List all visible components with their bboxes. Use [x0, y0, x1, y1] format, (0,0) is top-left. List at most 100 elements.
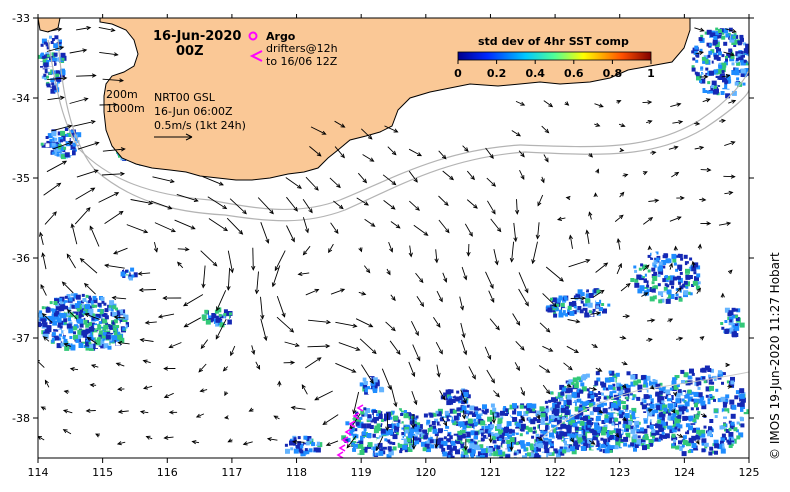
- sst-pixel: [653, 264, 657, 268]
- current-vector: [116, 362, 125, 367]
- sst-pixel: [700, 400, 706, 406]
- current-vector-head: [40, 406, 46, 411]
- sst-pixel: [363, 428, 367, 432]
- sst-pixel: [492, 439, 497, 444]
- current-vector-head: [520, 391, 525, 397]
- sst-pixel: [702, 74, 705, 78]
- sst-pixel: [721, 381, 724, 385]
- sst-pixel: [663, 286, 668, 291]
- sst-pixel: [632, 422, 636, 426]
- current-vector: [412, 344, 421, 361]
- sst-pixel: [515, 422, 521, 428]
- sst-pixel: [648, 394, 652, 398]
- x-tick-label: 121: [480, 466, 501, 479]
- sst-pixel: [602, 387, 606, 391]
- current-vector-head: [490, 297, 495, 303]
- sst-pixel: [524, 425, 529, 430]
- sst-pixel: [697, 411, 701, 415]
- sst-pixel: [710, 368, 714, 373]
- sst-pixel: [470, 435, 474, 439]
- current-vector-head: [85, 408, 91, 413]
- sst-pixel: [735, 317, 740, 321]
- current-vector: [184, 317, 202, 328]
- sst-pixel: [40, 318, 44, 322]
- current-vector-head: [674, 171, 680, 177]
- sst-pixel: [51, 332, 56, 337]
- sst-pixel: [70, 144, 76, 150]
- sst-pixel: [91, 304, 95, 308]
- sst-pixel: [660, 298, 665, 303]
- current-vector-head: [595, 122, 601, 127]
- sst-pixel: [42, 68, 48, 74]
- sst-pixel: [380, 428, 386, 434]
- sst-pixel: [540, 421, 546, 427]
- sst-pixel: [735, 59, 739, 63]
- sst-pixel: [132, 272, 138, 278]
- sst-pixel: [536, 412, 541, 417]
- sst-pixel: [571, 402, 576, 407]
- sst-pixel: [358, 421, 364, 427]
- y-tick-label: -38: [12, 412, 30, 425]
- current-vector: [567, 319, 580, 323]
- sst-pixel: [667, 403, 671, 407]
- sst-pixel: [46, 83, 51, 88]
- current-vector-head: [364, 201, 369, 206]
- sst-pixel: [554, 404, 560, 410]
- sst-pixel: [104, 308, 109, 313]
- sst-pixel: [519, 404, 524, 409]
- sst-pixel: [564, 440, 570, 446]
- sst-pixel: [350, 419, 355, 424]
- sst-pixel: [73, 294, 78, 299]
- current-vector: [328, 243, 334, 253]
- current-vector: [515, 340, 525, 351]
- sst-pixel: [666, 275, 671, 280]
- sst-pixel: [101, 300, 105, 304]
- sst-pixel: [708, 85, 714, 91]
- current-vector: [728, 100, 736, 104]
- current-vector: [164, 436, 174, 439]
- sst-pixel: [633, 380, 639, 386]
- sst-pixel: [730, 55, 735, 59]
- drifter-marker-icon: [249, 50, 263, 62]
- current-vector-head: [647, 119, 653, 125]
- sst-pixel: [588, 310, 592, 314]
- sst-pixel: [598, 426, 602, 430]
- current-vector-head: [720, 292, 725, 298]
- sst-pixel: [662, 421, 667, 426]
- sst-pixel: [409, 428, 415, 434]
- sst-pixel: [586, 443, 591, 448]
- sst-pixel: [658, 291, 662, 296]
- current-vector-head: [548, 347, 554, 352]
- sst-pixel: [548, 399, 552, 403]
- current-vector-head: [509, 257, 515, 263]
- current-vector: [614, 214, 624, 222]
- current-vector-head: [254, 289, 260, 295]
- current-vector-head: [592, 386, 598, 391]
- sst-pixel: [673, 251, 678, 256]
- current-vector: [438, 195, 449, 206]
- sst-pixel: [707, 401, 711, 405]
- current-vector: [723, 51, 735, 56]
- current-vector: [46, 160, 67, 173]
- current-vector-head: [721, 118, 727, 123]
- sst-pixel: [533, 426, 536, 430]
- sst-pixel: [728, 310, 734, 316]
- x-tick-label: 115: [92, 466, 113, 479]
- sst-pixel: [728, 316, 734, 322]
- sst-pixel: [117, 334, 123, 340]
- current-vector-head: [620, 123, 626, 128]
- sst-pixel: [642, 282, 647, 287]
- sst-pixel: [215, 315, 219, 319]
- sst-pixel: [567, 387, 573, 393]
- current-vector-head: [212, 261, 218, 267]
- sst-pixel: [614, 445, 619, 450]
- sst-pixel: [303, 435, 308, 440]
- sst-pixel: [635, 413, 640, 418]
- sst-pixel: [364, 446, 368, 450]
- current-vector: [308, 319, 331, 323]
- sst-pixel: [479, 455, 485, 458]
- sst-pixel: [493, 451, 499, 457]
- sst-pixel: [590, 417, 594, 421]
- sst-pixel: [657, 438, 661, 442]
- sst-pixel: [736, 77, 740, 81]
